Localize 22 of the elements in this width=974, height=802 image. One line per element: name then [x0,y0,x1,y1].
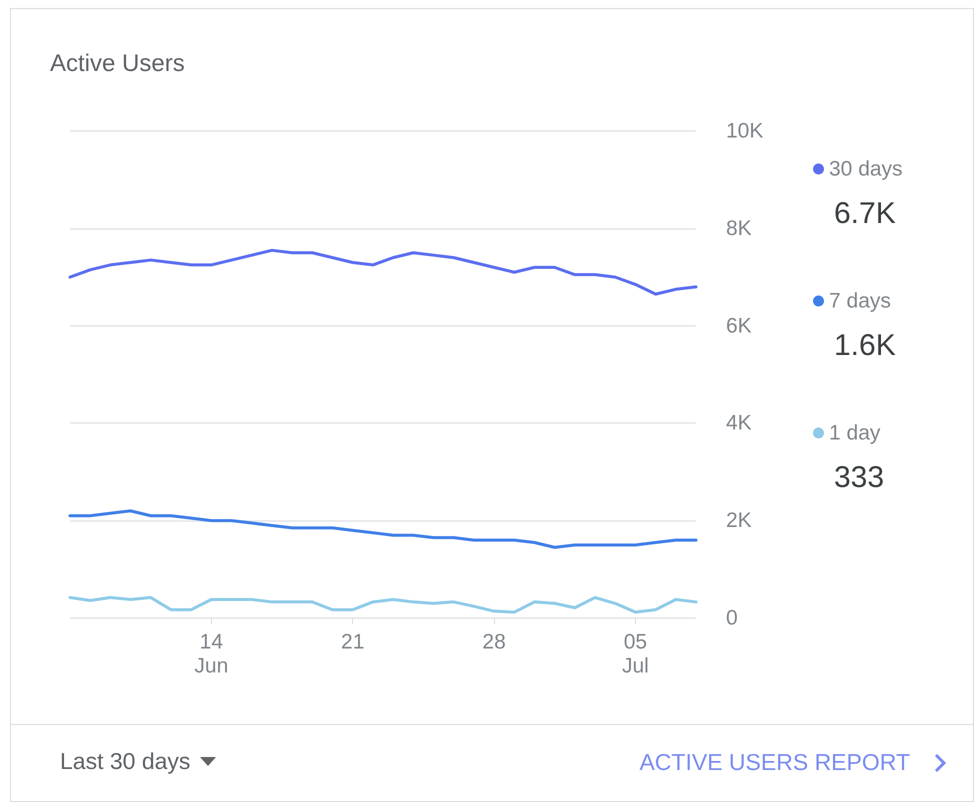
y-tick-label: 8K [726,216,752,240]
text: ACTIVE USERS REPORT [639,749,910,776]
chart-title: Active Users [50,50,185,78]
x-tick-label: 05 Jul [622,630,649,678]
text: 333 [834,461,884,495]
text: 1.6K [834,329,896,363]
y-tick-label: 6K [726,314,752,338]
text: 6.7K [834,197,896,231]
legend-label: 7 days [829,290,891,312]
y-tick-label: 4K [726,412,752,435]
line-series [68,248,698,296]
legend-label: 30 days [829,158,903,180]
line-series [68,509,698,549]
legend-label: 1 day [829,422,881,444]
x-tick-label: 28 [482,630,506,654]
x-tick-label: 21 [341,630,364,654]
x-tick-label: 14 Jun [194,630,228,678]
y-tick-label: 10K [726,120,764,142]
y-tick-label: 0 [726,606,738,630]
line-series [68,596,698,614]
y-tick-label: 2K [726,509,752,532]
text: Last 30 days [60,748,190,775]
